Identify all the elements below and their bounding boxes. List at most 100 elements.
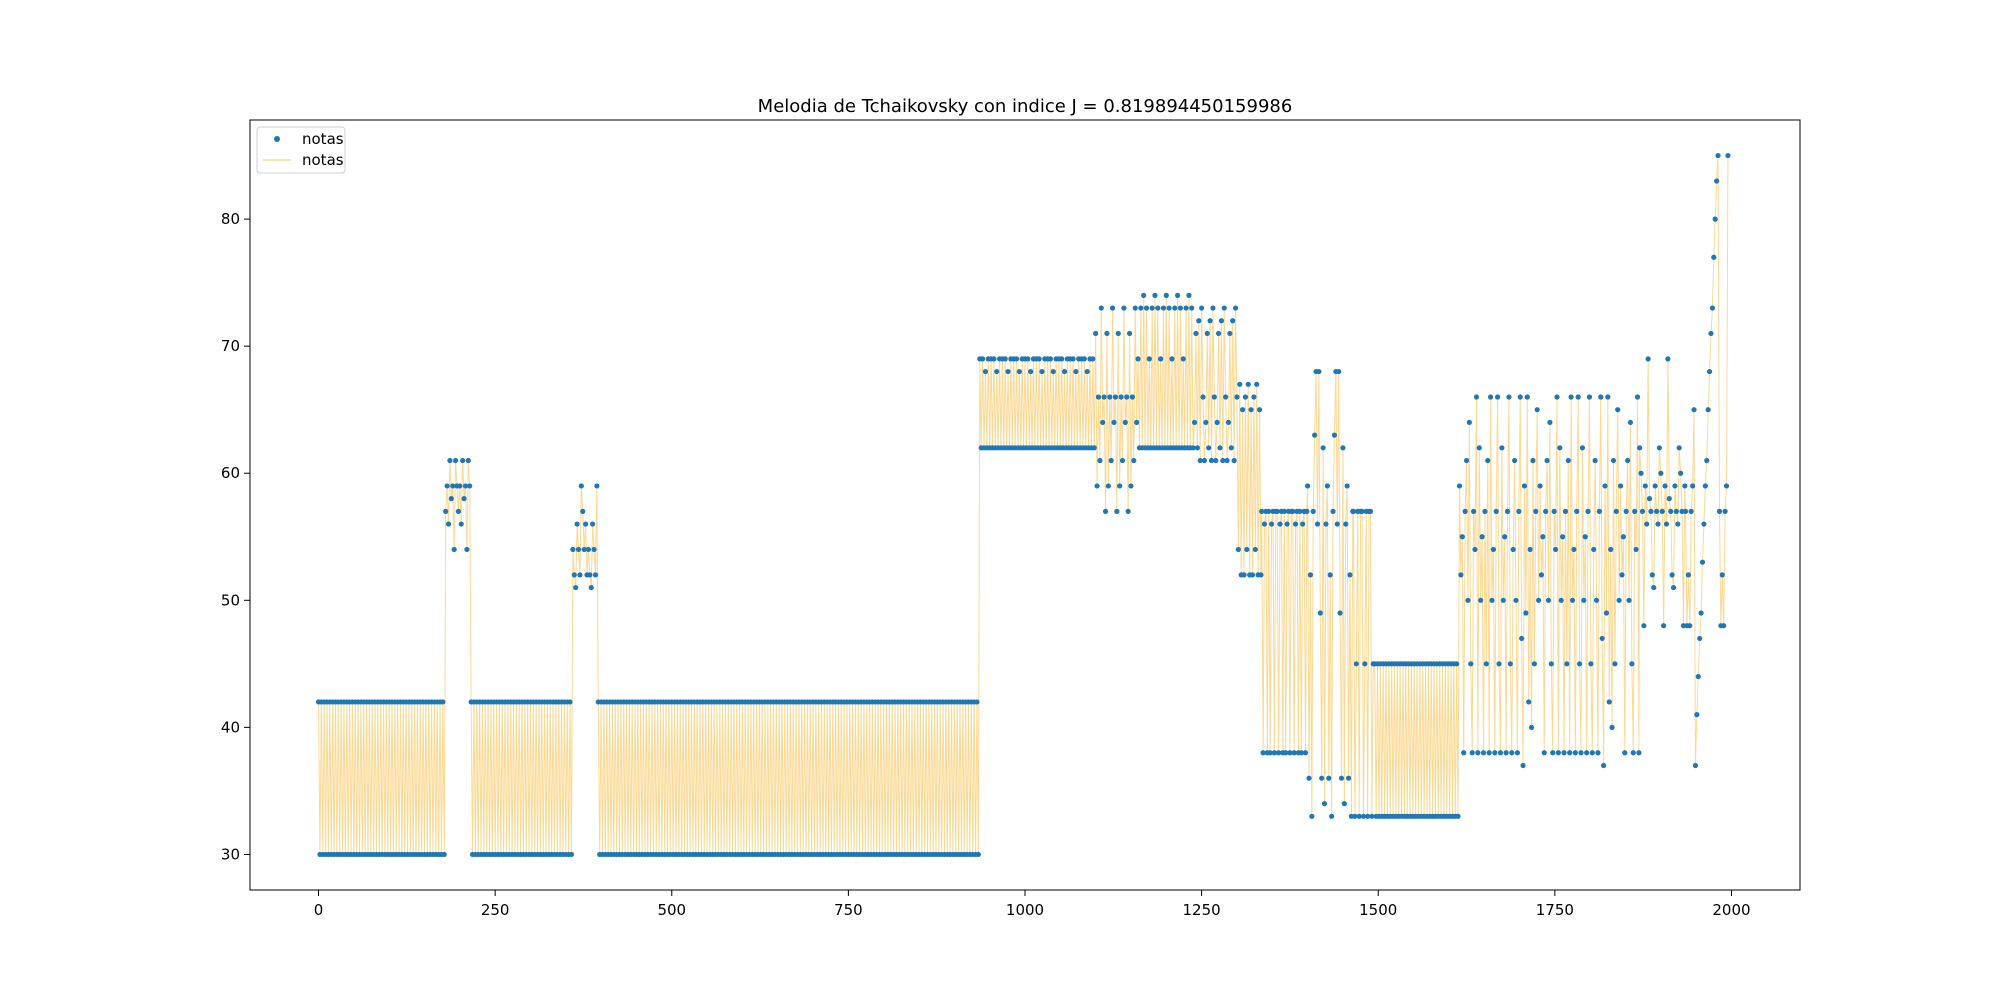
data-point [1620,534,1626,540]
data-point [1210,305,1216,311]
data-point [1160,305,1167,311]
data-point [1492,750,1498,756]
data-point [1626,597,1632,603]
data-point [1028,368,1034,375]
data-point [1152,292,1158,298]
data-point [1627,419,1634,426]
data-point [1722,508,1728,514]
data-point [448,496,454,502]
data-point [1104,330,1110,337]
data-point [1636,750,1642,756]
data-point [1490,546,1496,553]
data-point [1695,673,1701,680]
data-point [1455,813,1461,819]
data-point [974,699,980,705]
data-point [1509,750,1515,756]
data-point [1456,483,1463,489]
data-point [1685,572,1691,578]
data-point [1480,750,1487,756]
data-point [1575,394,1581,400]
data-point [1569,597,1576,603]
data-point [1625,457,1631,464]
data-point [1482,508,1488,514]
data-point [1268,521,1275,527]
data-point [1673,508,1679,514]
data-point [1552,546,1559,553]
data-point [1334,521,1340,527]
data-point [1601,762,1607,769]
data-point [1588,661,1594,667]
data-point [1283,750,1289,756]
data-point [1356,813,1362,819]
data-point [1497,750,1504,756]
data-point [1220,457,1226,464]
data-point [1302,750,1309,756]
data-point [1513,597,1519,603]
data-point [1670,584,1677,591]
data-point [1697,635,1703,642]
data-point [1688,508,1694,514]
data-point [1232,305,1239,311]
data-point [443,508,449,514]
data-point [1531,661,1537,667]
data-point [1225,419,1232,426]
data-point [1612,661,1618,667]
data-point [1641,623,1647,629]
data-point [1324,483,1330,489]
data-point [1155,305,1161,311]
data-point [1234,394,1240,400]
data-point [1331,432,1338,438]
data-point [1503,750,1509,756]
data-point [1256,407,1263,413]
y-tick-label: 60 [221,464,240,482]
data-point [1708,330,1714,337]
data-point [1471,508,1477,514]
data-point [1557,445,1563,451]
data-point [1249,572,1256,578]
data-point [1036,356,1042,362]
data-point [1312,432,1318,438]
data-point [1585,508,1591,514]
data-point [1320,445,1326,451]
data-point [1369,813,1375,819]
data-point [1656,445,1663,451]
data-point [1258,572,1264,578]
data-point [1261,521,1268,527]
data-point [1716,508,1723,514]
data-point [1642,483,1648,489]
data-point [1224,457,1230,464]
data-point [568,851,575,858]
data-point [1568,394,1574,400]
data-point [1300,521,1306,527]
data-point [1638,470,1644,476]
data-point [1134,419,1140,426]
data-point [1454,661,1460,667]
data-point [1502,534,1508,540]
data-point [1496,661,1502,667]
data-point [1128,483,1134,489]
data-point [1608,546,1614,553]
data-point [1536,597,1542,603]
data-point [1306,775,1312,781]
data-point [1124,394,1130,400]
data-point [1105,483,1111,489]
data-point [1321,801,1328,807]
data-point [582,521,589,527]
data-point [1119,457,1126,464]
data-point [1217,445,1223,451]
data-point [1510,546,1516,553]
data-point [1613,508,1619,514]
data-point [1687,623,1693,629]
data-point [1129,394,1135,400]
data-point [1504,508,1511,514]
data-point [1524,394,1530,400]
data-point [1344,483,1350,489]
data-point [1218,318,1224,324]
data-point [1715,152,1721,159]
data-point [465,457,471,464]
data-point [1245,381,1251,387]
data-point [1208,457,1215,464]
data-point [1615,407,1621,413]
data-point [1599,635,1605,642]
